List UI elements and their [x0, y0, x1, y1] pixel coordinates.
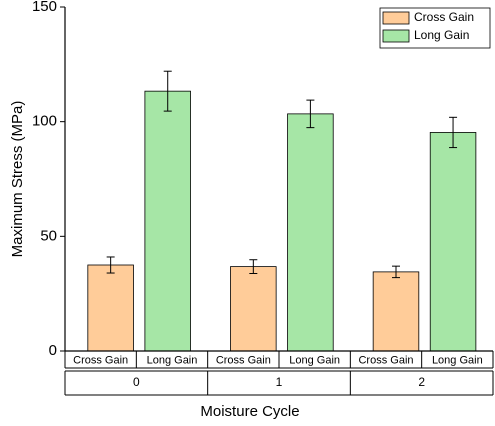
error-bar — [249, 259, 258, 274]
error-bar — [391, 265, 400, 279]
x-tick-label: 1 — [276, 375, 283, 389]
legend-swatch — [382, 29, 410, 43]
x-sub-label: Cross Gain — [73, 354, 128, 366]
x-sub-label: Long Gain — [432, 354, 483, 366]
y-axis-label: Maximum Stress (MPa) — [9, 101, 26, 258]
x-sub-label: Cross Gain — [358, 354, 413, 366]
bar — [230, 266, 277, 352]
error-bar — [106, 256, 115, 274]
error-bar — [163, 70, 172, 112]
y-tick-label: 50 — [40, 227, 57, 244]
error-bar — [306, 99, 315, 129]
x-sub-label: Long Gain — [289, 354, 340, 366]
bar — [287, 113, 334, 352]
x-tick-label: 0 — [133, 375, 140, 389]
y-tick-label: 0 — [49, 342, 57, 359]
bar — [372, 271, 420, 352]
x-tick-label: 2 — [418, 375, 425, 389]
y-tick-label: 150 — [32, 0, 57, 15]
bar — [87, 264, 134, 352]
x-axis-label: Moisture Cycle — [200, 403, 299, 420]
legend-label: Long Gain — [414, 28, 469, 42]
bar — [429, 132, 477, 352]
x-sub-label: Cross Gain — [216, 354, 271, 366]
bar — [144, 90, 191, 352]
y-tick-label: 100 — [32, 113, 57, 130]
error-bar — [449, 116, 458, 149]
legend-swatch — [382, 11, 410, 25]
x-sub-label: Long Gain — [147, 354, 198, 366]
legend-label: Cross Gain — [414, 10, 474, 24]
